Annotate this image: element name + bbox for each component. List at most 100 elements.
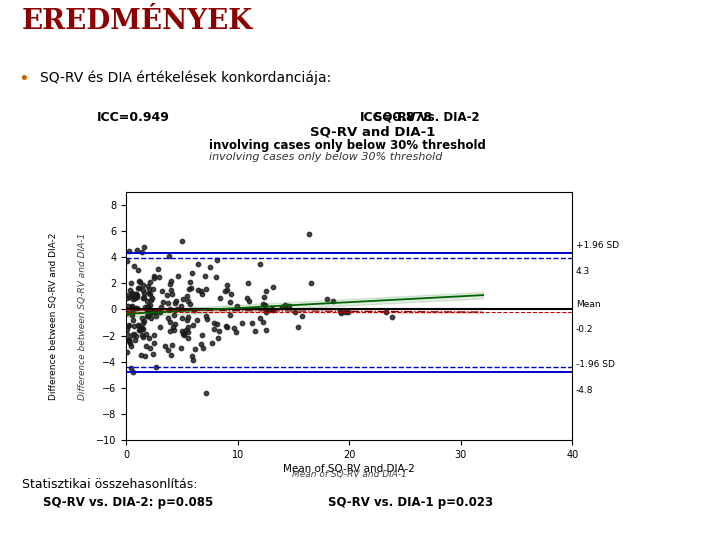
Point [184, 300, 195, 308]
Text: 4.3: 4.3 [576, 267, 590, 275]
Point [134, 326, 145, 335]
Point [169, 299, 181, 307]
Point [138, 333, 149, 341]
Point [124, 338, 135, 347]
Point [133, 322, 145, 330]
Text: Mean of SQ-RV and DIA-1: Mean of SQ-RV and DIA-1 [292, 470, 407, 479]
Point [182, 297, 194, 306]
Point [132, 277, 144, 286]
Text: Mean: Mean [576, 300, 600, 309]
Point [123, 321, 135, 330]
Point [224, 298, 235, 307]
Point [289, 308, 301, 316]
Point [296, 312, 307, 321]
Point [163, 252, 175, 260]
Point [132, 284, 144, 292]
Point [168, 310, 180, 319]
Point [127, 368, 138, 377]
Point [260, 307, 271, 316]
Point [141, 305, 153, 314]
Point [127, 289, 138, 298]
Point [125, 286, 136, 294]
Point [184, 278, 196, 286]
Point [303, 230, 315, 239]
Point [231, 302, 243, 310]
Point [178, 329, 189, 338]
Point [257, 318, 269, 326]
Point [123, 246, 135, 255]
Point [241, 294, 253, 302]
Point [122, 336, 133, 345]
Text: •: • [18, 70, 29, 88]
Point [204, 262, 216, 271]
Point [172, 272, 184, 281]
Point [211, 319, 222, 328]
Point [208, 319, 220, 327]
Point [140, 341, 152, 350]
Point [259, 301, 271, 309]
Point [207, 338, 218, 347]
Point [243, 296, 255, 305]
Point [130, 332, 142, 341]
Point [122, 325, 133, 334]
Point [143, 289, 155, 298]
Point [124, 336, 135, 345]
Point [267, 282, 279, 291]
Text: involving cases only below 30% threshold: involving cases only below 30% threshold [209, 152, 442, 163]
Point [165, 286, 176, 294]
Point [138, 325, 149, 333]
Point [158, 298, 169, 307]
Point [143, 302, 154, 310]
Point [128, 261, 140, 270]
Point [184, 285, 195, 294]
Point [156, 287, 167, 296]
Point [305, 279, 317, 287]
Point [122, 302, 134, 310]
Point [195, 287, 207, 296]
Point [122, 329, 133, 338]
Point [137, 286, 148, 294]
Point [381, 308, 392, 316]
Point [148, 330, 160, 339]
Point [134, 277, 145, 286]
Point [208, 325, 220, 333]
Point [199, 271, 211, 280]
Point [126, 301, 138, 310]
Point [166, 289, 178, 298]
Point [127, 290, 139, 299]
Point [180, 326, 192, 335]
Point [182, 313, 194, 322]
Point [225, 310, 236, 319]
Point [138, 319, 149, 328]
Point [178, 294, 189, 303]
Point [137, 294, 148, 302]
Point [150, 363, 162, 372]
Point [148, 274, 160, 282]
Point [166, 350, 177, 359]
Point [132, 293, 143, 302]
Point [130, 336, 141, 345]
Point [126, 306, 138, 315]
Point [148, 339, 160, 348]
Point [125, 293, 136, 301]
Point [186, 352, 197, 360]
Point [196, 289, 207, 298]
Point [125, 342, 137, 350]
Point [260, 286, 271, 295]
Point [163, 299, 174, 308]
Point [176, 344, 187, 353]
Point [138, 293, 150, 302]
Point [164, 305, 176, 313]
Point [192, 286, 204, 294]
Point [211, 272, 222, 281]
Text: Difference between SQ-RV and DIA-1: Difference between SQ-RV and DIA-1 [78, 232, 87, 400]
Point [147, 294, 158, 302]
X-axis label: Mean of SQ-RV and DIA-2: Mean of SQ-RV and DIA-2 [284, 464, 415, 474]
Point [168, 320, 180, 329]
Point [257, 300, 269, 308]
Point [143, 306, 155, 314]
Point [138, 289, 149, 298]
Point [126, 331, 138, 340]
Point [137, 280, 148, 289]
Point [283, 302, 294, 310]
